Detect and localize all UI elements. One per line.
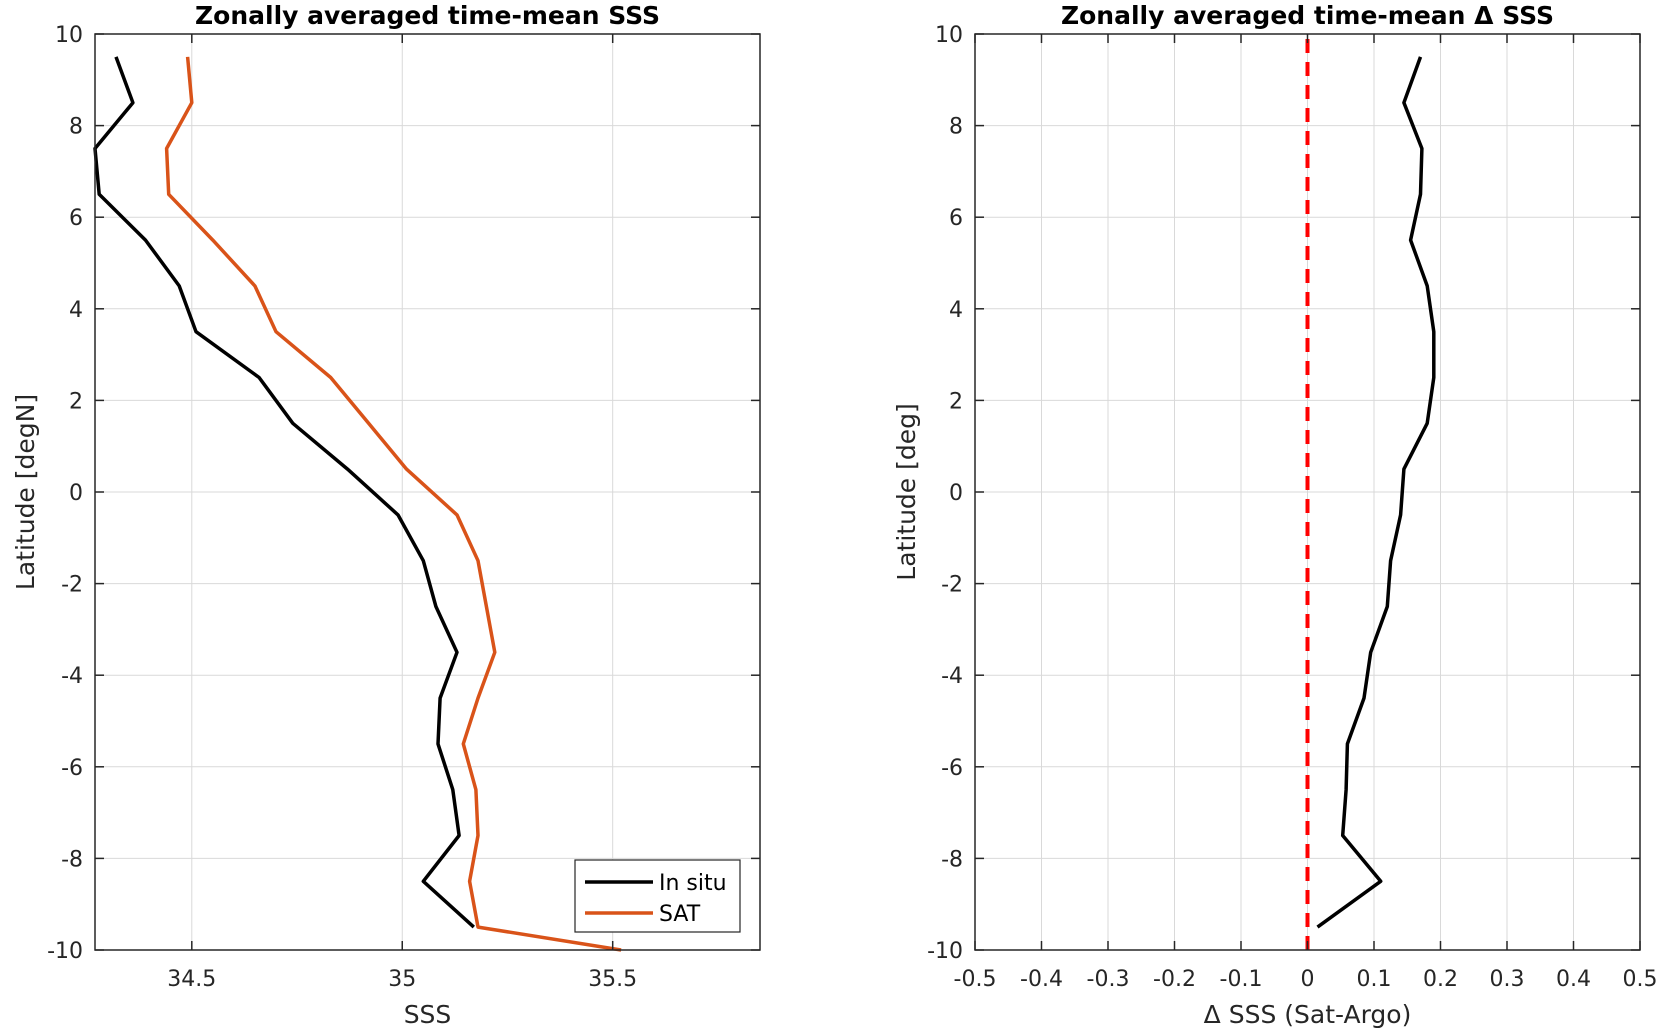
y-tick-label: 6 [69,206,83,231]
y-tick-label: -2 [61,573,83,598]
y-tick-label: -6 [61,756,83,781]
x-tick-label: 34.5 [167,967,216,992]
x-axis-label: Δ SSS (Sat-Argo) [1204,1000,1412,1028]
legend-label: SAT [659,902,701,927]
x-tick-label: 0 [1301,967,1315,992]
chart-title: Zonally averaged time-mean SSS [195,1,660,30]
y-tick-label: 4 [69,298,83,323]
y-tick-label: 10 [55,23,83,48]
y-tick-label: -2 [941,573,963,598]
y-tick-label: 0 [949,481,963,506]
series-line-in-situ [93,56,475,929]
chart-title: Zonally averaged time-mean Δ SSS [1061,1,1554,30]
y-axis-label: Latitude [degN] [11,394,40,590]
y-tick-label: -8 [941,847,963,872]
x-tick-label: 0.5 [1623,967,1658,992]
y-tick-label: -8 [61,847,83,872]
legend-label: In situ [659,871,727,896]
x-tick-label: -0.4 [1020,967,1063,992]
legend: In situ SAT [574,859,741,933]
y-tick-label: 8 [69,115,83,140]
right-chart-panel: -0.5 -0.4 -0.3 -0.2 -0.1 0 0.1 0.2 0.3 0.4 0.5 -10 -… [892,1,1658,1028]
x-tick-label: 0.1 [1357,967,1392,992]
x-tick-label: -0.5 [954,967,997,992]
y-tick-label: -6 [941,756,963,781]
x-tick-label: -0.3 [1087,967,1130,992]
y-tick-label: 0 [69,481,83,506]
y-tick-label: 2 [69,389,83,414]
y-tick-label: 10 [935,23,963,48]
y-tick-label: -10 [47,939,83,964]
y-tick-label: -4 [61,664,83,689]
y-tick-label: -10 [927,939,963,964]
series-line-sat [164,56,622,952]
x-tick-label: 0.3 [1490,967,1525,992]
x-tick-label: 0.2 [1423,967,1458,992]
y-tick-label: 8 [949,115,963,140]
x-tick-label: 35 [388,967,416,992]
x-tick-label: 35.5 [588,967,637,992]
left-chart-panel: 34.5 35 35.5 -10 -8 -6 -4 -2 0 2 4 6 8 10 Zonally aver… [11,1,761,1028]
x-tick-label: -0.1 [1220,967,1263,992]
y-tick-label: 4 [949,298,963,323]
x-tick-label: 0.4 [1556,967,1591,992]
y-tick-label: 2 [949,389,963,414]
y-tick-label: 6 [949,206,963,231]
x-tick-label: -0.2 [1153,967,1196,992]
y-axis-label: Latitude [deg] [892,403,921,580]
x-axis-label: SSS [404,1000,452,1028]
y-tick-label: -4 [941,664,963,689]
legend-box [574,859,741,933]
series-line-0 [1316,56,1436,929]
